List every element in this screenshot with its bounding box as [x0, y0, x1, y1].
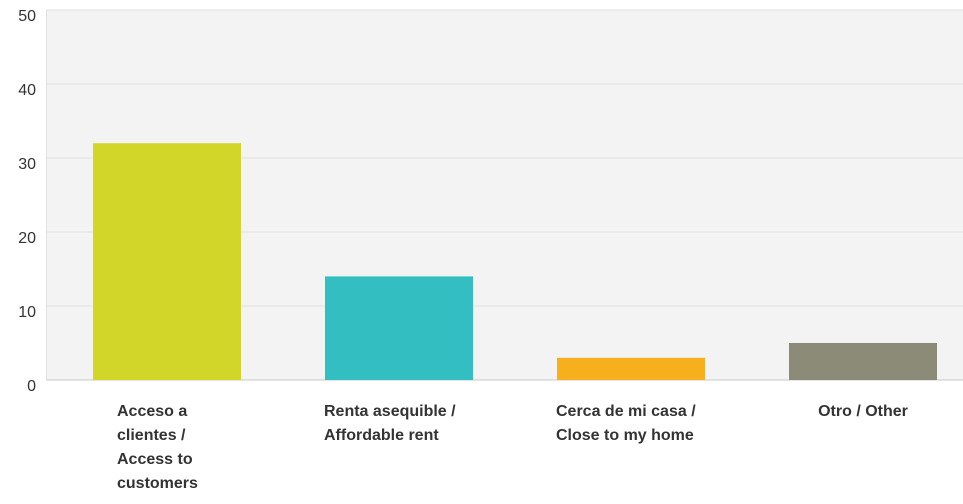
bar — [325, 276, 473, 380]
y-tick-label: 40 — [18, 82, 36, 99]
x-tick-label-box: Acceso a clientes / Access to customers — [77, 400, 257, 496]
x-tick-label-box: Cerca de mi casa / Close to my home — [541, 400, 721, 448]
y-tick-label: 30 — [18, 156, 36, 173]
y-tick-label: 0 — [27, 378, 36, 395]
x-tick-label: Otro / Other — [818, 403, 908, 420]
bar — [93, 143, 241, 380]
x-tick-label: Acceso a clientes / Access to customers — [117, 403, 198, 492]
x-tick-label: Renta asequible / Affordable rent — [324, 403, 456, 444]
x-tick-label: Cerca de mi casa / Close to my home — [556, 403, 696, 444]
y-tick-label: 10 — [18, 304, 36, 321]
x-tick-label-box: Renta asequible / Affordable rent — [309, 400, 489, 448]
bar — [557, 357, 705, 380]
y-tick-label: 20 — [18, 230, 36, 247]
y-tick-label: 50 — [18, 8, 36, 25]
x-tick-label-box: Otro / Other — [773, 400, 953, 424]
bar — [789, 343, 937, 380]
